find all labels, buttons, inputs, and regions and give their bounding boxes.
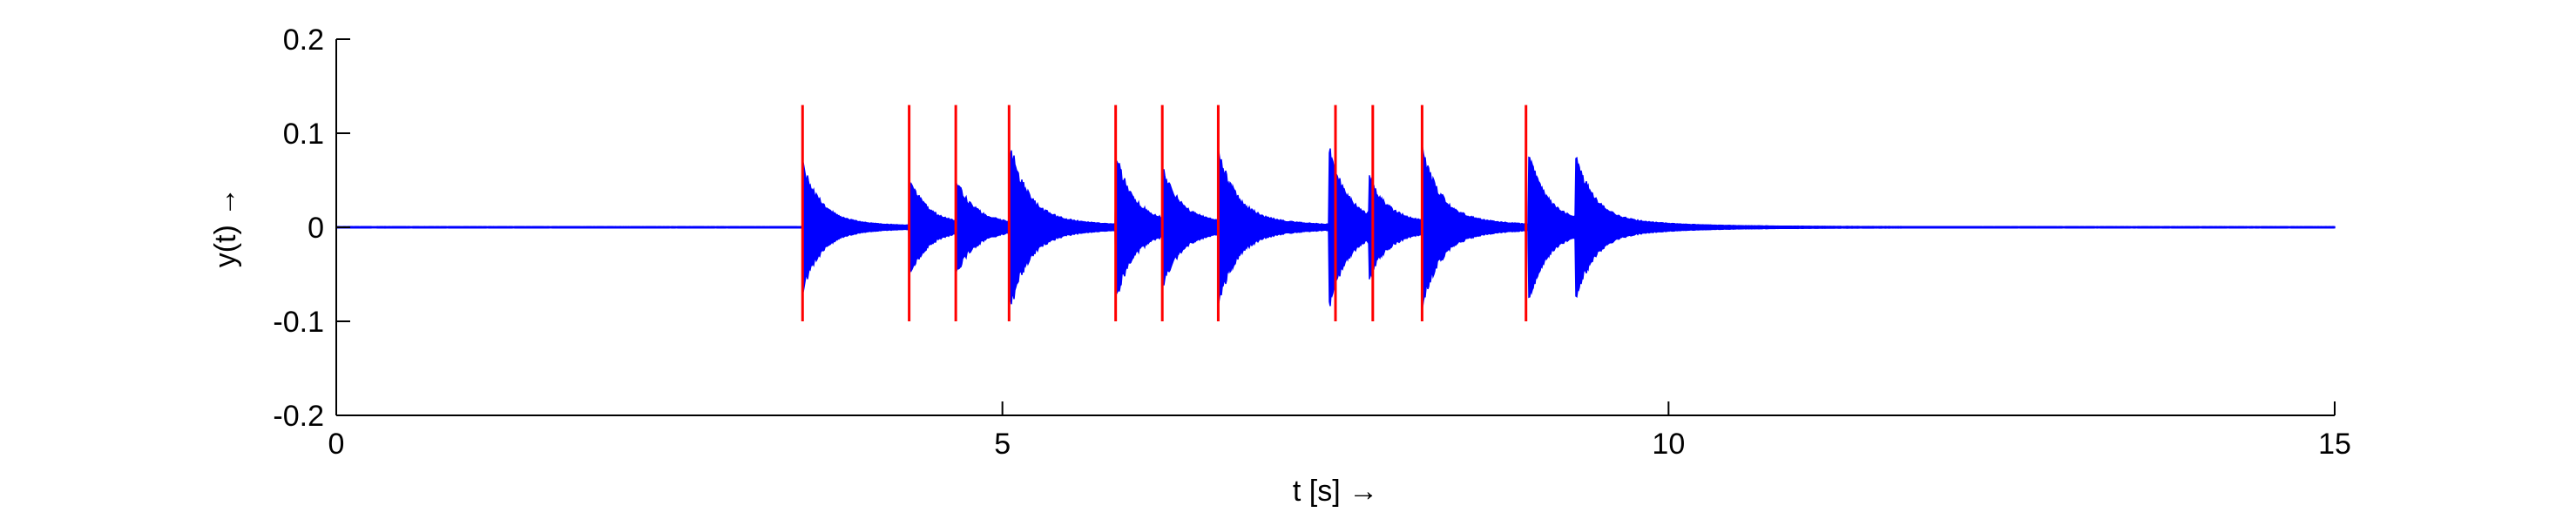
onset-marker-layer [801,104,1528,321]
axes-layer: 0.20.10-0.1-0.20 5 10 15 [273,24,2351,461]
y-tick-label: 0 [308,212,324,245]
y-tick-label: -0.2 [273,400,324,433]
y-tick-label: 0.2 [283,24,324,57]
y-tick-label: 0.1 [283,118,324,151]
x-axis-label: t [s] → [1293,475,1378,508]
y-tick-label: -0.1 [273,306,324,339]
x-tick-label: 0 [328,428,345,461]
x-tick-label: 15 [2318,428,2351,461]
x-tick-label: 10 [1652,428,1685,461]
x-tick-label: 5 [994,428,1011,461]
y-axis-label: y(t) → [209,187,242,268]
